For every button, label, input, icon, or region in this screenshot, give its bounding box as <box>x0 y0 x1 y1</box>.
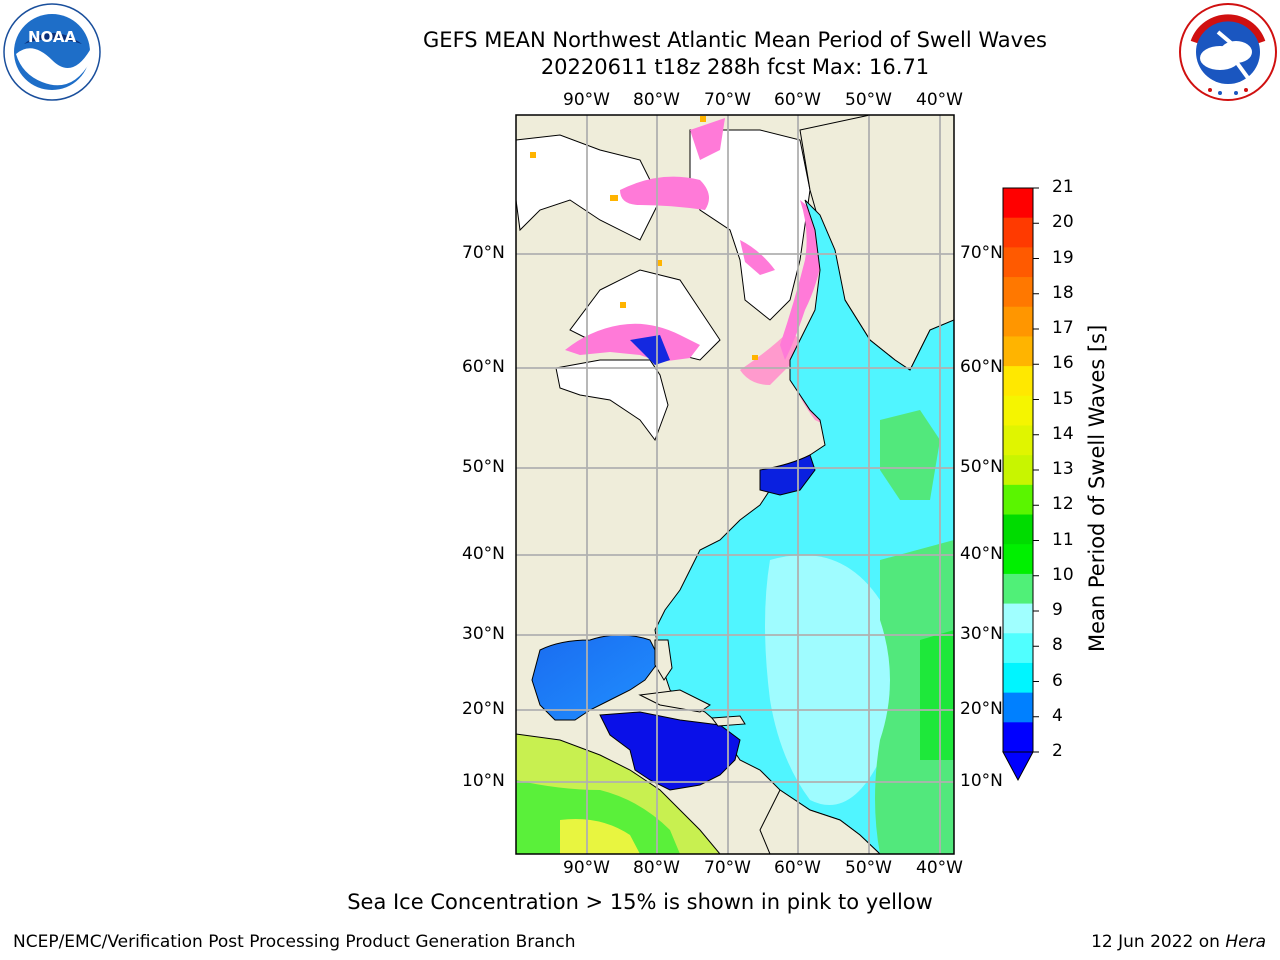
colorbar-tick-label: 14 <box>1052 423 1074 444</box>
swell-zone-11s <box>920 630 954 760</box>
florida <box>654 639 673 681</box>
swell-zone-greenland-green <box>880 410 940 500</box>
colorbar-segment <box>1003 573 1033 605</box>
lat-label-right: 10°N <box>960 771 1003 791</box>
south-america-yellow <box>560 819 640 854</box>
swell-zone-10s <box>875 540 954 854</box>
colorbar-tick-label: 9 <box>1052 600 1063 620</box>
colorbar-segment <box>1003 455 1033 486</box>
footer-date: 12 Jun 2022 on Hera <box>1091 932 1266 952</box>
colorbar-segment <box>1003 247 1033 278</box>
lat-label-left: 50°N <box>462 457 505 477</box>
map-frame <box>515 114 955 855</box>
lon-label-top: 40°W <box>916 90 963 110</box>
colorbar-tick-label: 17 <box>1052 318 1074 338</box>
lat-label-left: 30°N <box>462 624 505 644</box>
footer-host: Hera <box>1225 932 1266 952</box>
lat-label-right: 30°N <box>960 624 1003 644</box>
lon-label-top: 60°W <box>774 90 821 110</box>
swell-zone-9s <box>765 555 890 805</box>
lon-label-top: 90°W <box>563 90 610 110</box>
colorbar-tick-label: 4 <box>1052 705 1063 726</box>
lat-label-left: 40°N <box>462 544 505 564</box>
colorbar-tick-label: 20 <box>1052 212 1074 233</box>
colorbar-segment <box>1003 722 1033 753</box>
colorbar-segment <box>1003 277 1033 308</box>
colorbar-segment <box>1003 306 1033 337</box>
lon-label-bottom: 60°W <box>774 858 821 878</box>
lat-label-right: 60°N <box>960 357 1003 377</box>
lon-label-bottom: 70°W <box>704 858 751 878</box>
colorbar-segment <box>1003 395 1033 426</box>
colorbar-tick-label: 18 <box>1052 282 1074 303</box>
chart-subtitle: 20220611 t18z 288h fcst Max: 16.71 <box>540 55 930 79</box>
colorbar-tick-label: 13 <box>1052 459 1074 479</box>
lon-label-top: 70°W <box>704 90 751 110</box>
lat-label-right: 70°N <box>960 243 1003 263</box>
baffin-bay <box>689 129 811 321</box>
footer-date-text: 12 Jun 2022 on <box>1091 932 1226 952</box>
lon-label-bottom: 40°W <box>916 858 963 878</box>
lon-label-top: 50°W <box>845 90 892 110</box>
lon-label-bottom: 50°W <box>845 858 892 878</box>
lat-label-right: 40°N <box>960 544 1003 564</box>
colorbar-segment <box>1003 425 1033 456</box>
nws-logo <box>1179 3 1277 101</box>
colorbar-tick-label: 10 <box>1052 564 1074 585</box>
lat-label-right: 50°N <box>960 457 1003 477</box>
colorbar-segment <box>1003 188 1033 219</box>
colorbar-label: Mean Period of Swell Waves [s] <box>1085 324 1109 652</box>
colorbar-segment <box>1003 633 1033 664</box>
hudson-bay <box>555 359 669 442</box>
lat-label-left: 10°N <box>462 771 505 791</box>
colorbar-segment <box>1003 544 1033 575</box>
arctic-channels <box>516 134 661 241</box>
colorbar-tick-label: 21 <box>1052 177 1074 197</box>
colorbar <box>1002 187 1039 782</box>
south-america-green <box>516 780 680 854</box>
colorbar-segment <box>1003 484 1033 516</box>
lat-label-right: 20°N <box>960 699 1003 719</box>
lon-label-bottom: 80°W <box>633 858 680 878</box>
hudson-strait-water <box>630 335 670 365</box>
map-gridlines <box>516 115 954 854</box>
colorbar-tick-label: 2 <box>1052 741 1063 761</box>
colorbar-tick-label: 11 <box>1052 529 1074 550</box>
colorbar-tick-label: 8 <box>1052 635 1063 656</box>
guiana-coast <box>759 789 881 854</box>
colorbar-segment <box>1003 692 1033 723</box>
lat-label-left: 60°N <box>462 357 505 377</box>
lat-label-left: 20°N <box>462 699 505 719</box>
colorbar-segment <box>1003 217 1033 248</box>
colorbar-segment <box>1003 336 1033 367</box>
noaa-logo: NOAA <box>3 3 101 101</box>
lon-label-bottom: 90°W <box>563 858 610 878</box>
sea-ice-edge <box>530 116 758 360</box>
caption: Sea Ice Concentration > 15% is shown in … <box>347 890 933 914</box>
colorbar-segment <box>1003 603 1033 634</box>
chart-title: GEFS MEAN Northwest Atlantic Mean Period… <box>423 28 1047 52</box>
noaa-logo-text: NOAA <box>28 28 77 46</box>
caribbean-sea <box>599 711 741 791</box>
colorbar-segment <box>1003 366 1033 397</box>
colorbar-tick-label: 19 <box>1052 247 1074 268</box>
colorbar-tick-label: 6 <box>1052 670 1063 691</box>
lon-label-top: 80°W <box>633 90 680 110</box>
colorbar-tick-label: 12 <box>1052 494 1074 515</box>
colorbar-extend-arrow <box>1002 751 1034 782</box>
colorbar-segment <box>1003 514 1033 545</box>
colorbar-tick-label: 16 <box>1052 353 1074 374</box>
lat-label-left: 70°N <box>462 243 505 263</box>
footer-credit: NCEP/EMC/Verification Post Processing Pr… <box>13 932 576 952</box>
colorbar-segment <box>1003 662 1033 694</box>
colorbar-tick-label: 15 <box>1052 388 1074 409</box>
